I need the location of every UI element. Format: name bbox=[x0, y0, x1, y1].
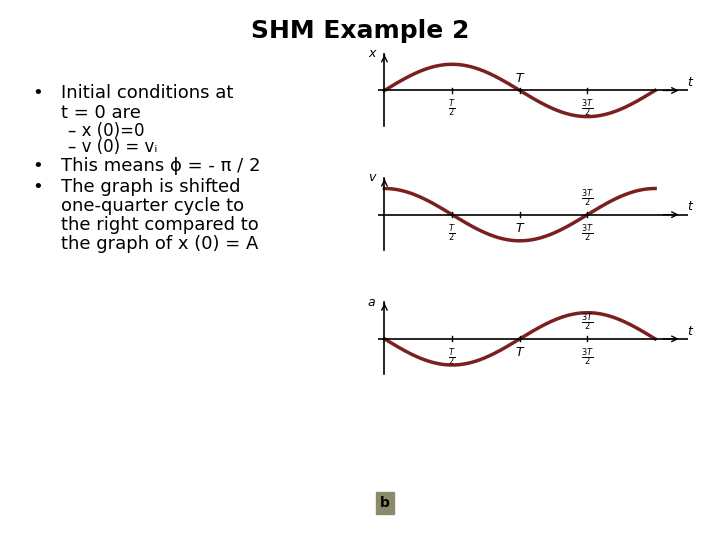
Text: $\frac{3T}{2}$: $\frac{3T}{2}$ bbox=[581, 312, 594, 333]
Text: •: • bbox=[32, 157, 43, 174]
Text: •: • bbox=[32, 84, 43, 102]
Text: $\frac{3T}{2}$: $\frac{3T}{2}$ bbox=[581, 222, 594, 244]
Text: t: t bbox=[688, 76, 693, 89]
Text: t: t bbox=[688, 325, 693, 338]
Text: $\frac{T}{2}$: $\frac{T}{2}$ bbox=[449, 346, 456, 368]
Text: t = 0 are: t = 0 are bbox=[61, 104, 141, 122]
Text: $T$: $T$ bbox=[515, 222, 525, 235]
Text: The graph is shifted: The graph is shifted bbox=[61, 178, 240, 196]
Text: the right compared to: the right compared to bbox=[61, 216, 259, 234]
Text: – v (0) = vᵢ: – v (0) = vᵢ bbox=[68, 138, 158, 156]
Text: one-quarter cycle to: one-quarter cycle to bbox=[61, 197, 244, 215]
Text: SHM Example 2: SHM Example 2 bbox=[251, 19, 469, 43]
Text: the graph of x (0) = A: the graph of x (0) = A bbox=[61, 235, 258, 253]
Text: $\frac{3T}{2}$: $\frac{3T}{2}$ bbox=[581, 346, 594, 368]
Text: Initial conditions at: Initial conditions at bbox=[61, 84, 233, 102]
Text: $\frac{T}{2}$: $\frac{T}{2}$ bbox=[449, 222, 456, 244]
Text: $T$: $T$ bbox=[515, 346, 525, 359]
Text: $T$: $T$ bbox=[515, 72, 525, 85]
Text: – x (0)=0: – x (0)=0 bbox=[68, 122, 145, 139]
Text: $\frac{3T}{2}$: $\frac{3T}{2}$ bbox=[581, 187, 594, 209]
Text: $\frac{T}{2}$: $\frac{T}{2}$ bbox=[449, 98, 456, 119]
Text: b: b bbox=[380, 496, 390, 510]
Text: $\frac{3T}{2}$: $\frac{3T}{2}$ bbox=[581, 98, 594, 119]
Text: t: t bbox=[688, 200, 693, 213]
Text: x: x bbox=[368, 47, 375, 60]
Text: •: • bbox=[32, 178, 43, 196]
Text: v: v bbox=[368, 171, 375, 184]
Text: This means ϕ = - π / 2: This means ϕ = - π / 2 bbox=[61, 157, 261, 174]
Text: a: a bbox=[368, 295, 375, 308]
